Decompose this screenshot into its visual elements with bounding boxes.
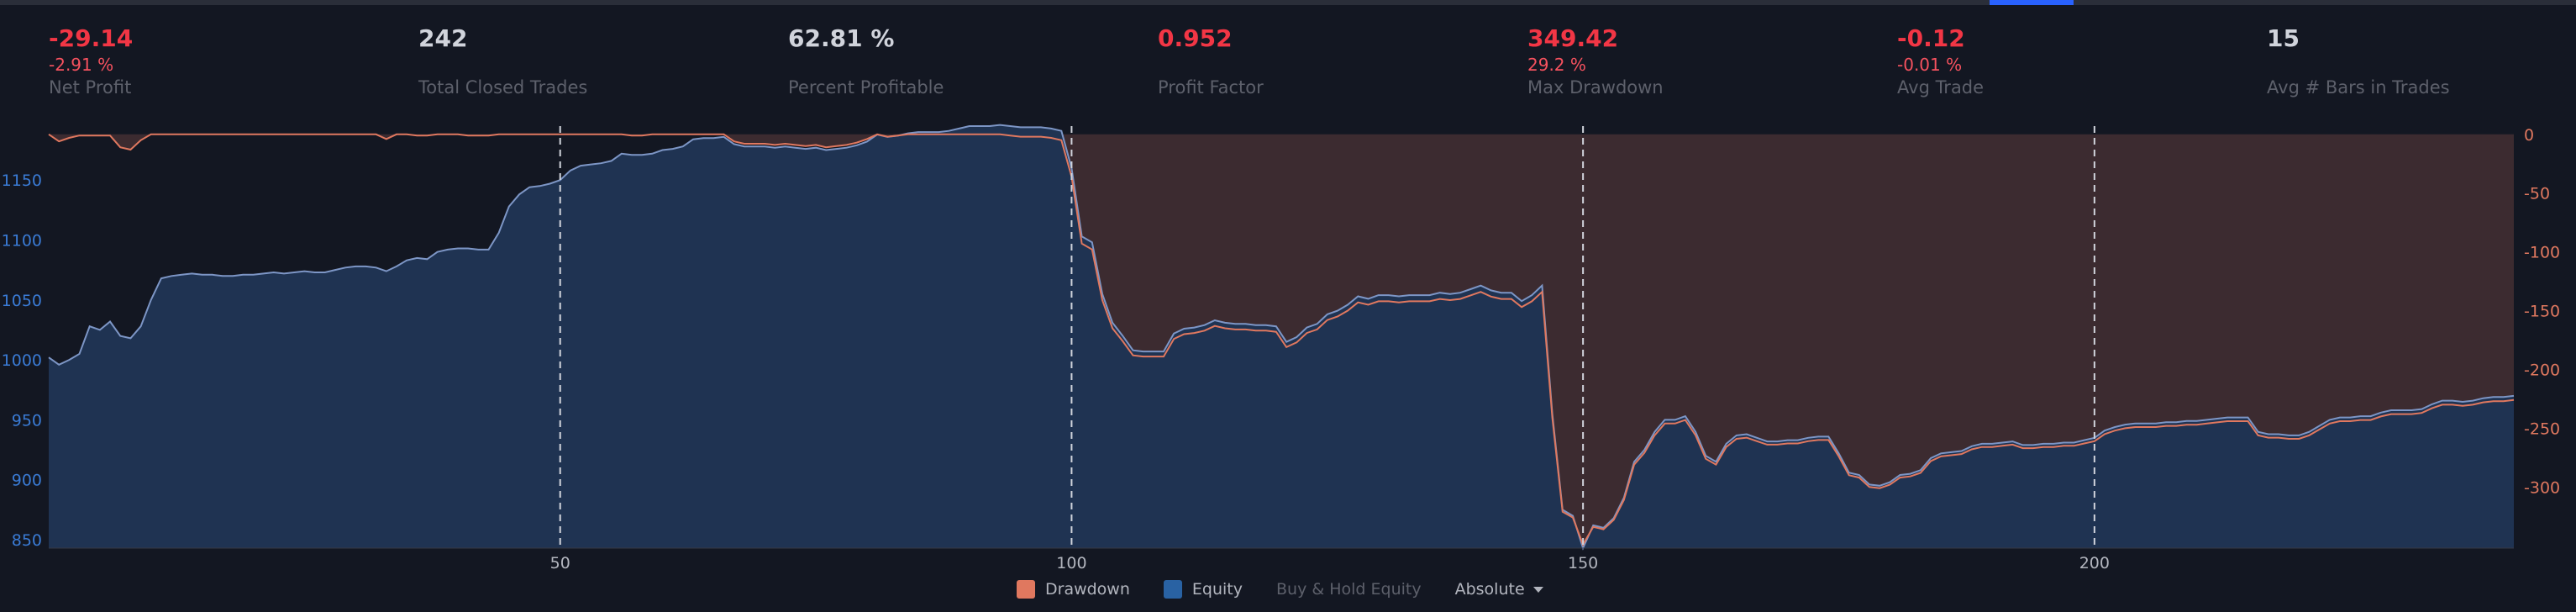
stat-max-drawdown: 349.42 29.2 % Max Drawdown bbox=[1527, 24, 1880, 99]
legend-drawdown-label: Drawdown bbox=[1045, 580, 1130, 599]
chart-legend: Drawdown Equity Buy & Hold Equity Absolu… bbox=[1017, 577, 1543, 602]
performance-summary: -29.14 -2.91 % Net Profit 242 Total Clos… bbox=[0, 24, 2576, 108]
stat-value: -0.12 bbox=[1897, 24, 1965, 52]
stat-value: 242 bbox=[418, 24, 468, 52]
stat-label: Avg Trade bbox=[1897, 77, 1985, 98]
drawdown-line bbox=[48, 133, 2515, 547]
y-right-tick-label: -100 bbox=[2524, 244, 2560, 262]
stat-value: 62.81 % bbox=[788, 24, 895, 52]
x-tick-label: 100 bbox=[1056, 554, 1086, 572]
stat-avg-bars-in-trades: 15 Avg # Bars in Trades bbox=[2267, 24, 2576, 99]
equity-drawdown-chart[interactable]: 50 100 150 200 1150 1100 1050 1000 950 900 850 0 -50… bbox=[0, 0, 2576, 572]
y-left-tick-label: 1150 bbox=[2, 171, 42, 190]
y-left-tick-label: 1050 bbox=[2, 292, 42, 310]
stat-profit-factor: 0.952 Profit Factor bbox=[1158, 24, 1511, 99]
stat-net-profit: -29.14 -2.91 % Net Profit bbox=[49, 24, 402, 99]
stat-label: Net Profit bbox=[49, 77, 132, 98]
legend-drawdown[interactable]: Drawdown bbox=[1017, 580, 1130, 599]
stat-percent-profitable: 62.81 % Percent Profitable bbox=[788, 24, 1141, 99]
stat-label: Total Closed Trades bbox=[418, 77, 588, 98]
top-border bbox=[0, 0, 2576, 5]
y-right-tick-label: -50 bbox=[2524, 185, 2550, 203]
stat-label: Avg # Bars in Trades bbox=[2267, 77, 2450, 98]
stat-sub-value: -2.91 % bbox=[49, 55, 114, 75]
y-left-tick-label: 1000 bbox=[2, 351, 42, 370]
stat-sub-value: -0.01 % bbox=[1897, 55, 1963, 75]
y-left-tick-label: 850 bbox=[12, 531, 42, 550]
y-left-tick-label: 900 bbox=[12, 472, 42, 490]
stat-value: 349.42 bbox=[1527, 24, 1619, 52]
scale-mode-dropdown[interactable]: Absolute bbox=[1455, 580, 1543, 599]
stat-total-closed-trades: 242 Total Closed Trades bbox=[418, 24, 771, 99]
stat-avg-trade: -0.12 -0.01 % Avg Trade bbox=[1897, 24, 2250, 99]
x-tick-label: 150 bbox=[1568, 554, 1598, 572]
equity-line bbox=[48, 124, 2515, 551]
legend-buy-hold-equity[interactable]: Buy & Hold Equity bbox=[1276, 580, 1422, 599]
active-tab-indicator bbox=[1990, 0, 2074, 5]
y-right-tick-label: 0 bbox=[2524, 126, 2534, 145]
x-tick-label: 50 bbox=[550, 554, 570, 572]
equity-area bbox=[49, 124, 2514, 548]
x-tick-label: 200 bbox=[2079, 554, 2110, 572]
drawdown-swatch-icon bbox=[1017, 580, 1035, 599]
stat-label: Profit Factor bbox=[1158, 77, 1264, 98]
y-left-tick-label: 950 bbox=[12, 411, 42, 430]
y-right-tick-label: -250 bbox=[2524, 419, 2560, 438]
scale-mode-label: Absolute bbox=[1454, 580, 1525, 599]
legend-equity-label: Equity bbox=[1191, 580, 1243, 599]
y-right-tick-label: -200 bbox=[2524, 361, 2560, 379]
stat-label: Percent Profitable bbox=[788, 77, 944, 98]
equity-swatch-icon bbox=[1163, 580, 1182, 599]
stat-value: -29.14 bbox=[49, 24, 134, 52]
stat-label: Max Drawdown bbox=[1527, 77, 1664, 98]
stat-sub-value: 29.2 % bbox=[1527, 55, 1586, 75]
chevron-down-icon bbox=[1532, 586, 1543, 593]
y-right-tick-label: -300 bbox=[2524, 478, 2560, 497]
y-right-tick-label: -150 bbox=[2524, 303, 2560, 321]
legend-equity[interactable]: Equity bbox=[1163, 580, 1243, 599]
stat-value: 15 bbox=[2267, 24, 2300, 52]
stat-value: 0.952 bbox=[1158, 24, 1233, 52]
y-left-tick-label: 1100 bbox=[2, 231, 42, 250]
